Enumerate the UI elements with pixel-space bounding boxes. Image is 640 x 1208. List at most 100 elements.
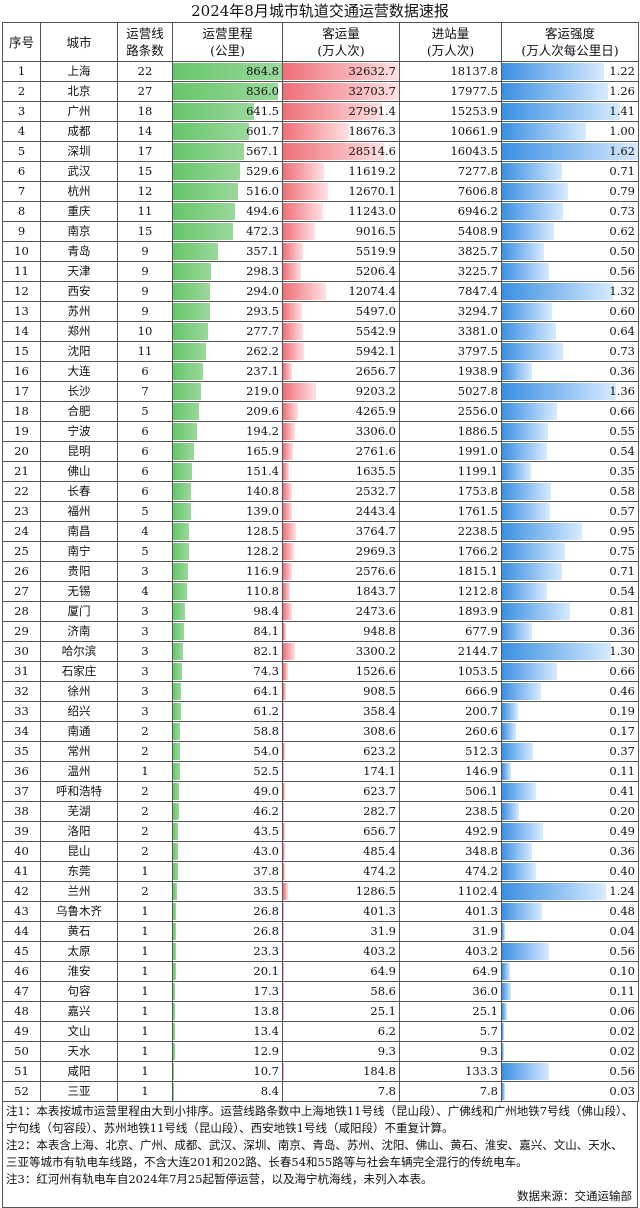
cell-intensity: 0.56: [502, 262, 639, 282]
intensity-data-bar: [502, 683, 541, 700]
volume-value: 2761.6: [356, 442, 396, 461]
mileage-data-bar: [173, 883, 177, 900]
volume-data-bar: [283, 1063, 284, 1080]
cell-entries: 512.3: [400, 742, 502, 762]
mileage-data-bar: [173, 123, 249, 140]
cell-lines: 6: [118, 362, 173, 382]
cell-volume: 908.5: [283, 682, 400, 702]
cell-volume: 12670.1: [283, 182, 400, 202]
intensity-value: 0.56: [609, 1062, 635, 1081]
mileage-value: 836.0: [246, 82, 279, 101]
cell-city: 黄石: [41, 922, 118, 942]
header-volume-line: (万人次): [283, 42, 399, 59]
intensity-value: 0.50: [609, 242, 635, 261]
cell-seq: 47: [3, 982, 41, 1002]
cell-intensity: 0.36: [502, 842, 639, 862]
cell-mileage: 26.8: [173, 902, 283, 922]
cell-mileage: 494.6: [173, 202, 283, 222]
intensity-value: 1.26: [609, 82, 635, 101]
intensity-value: 0.55: [609, 422, 635, 441]
cell-mileage: 641.5: [173, 102, 283, 122]
cell-city: 宁波: [41, 422, 118, 442]
cell-seq: 37: [3, 782, 41, 802]
mileage-data-bar: [173, 703, 181, 720]
cell-city: 福州: [41, 502, 118, 522]
intensity-data-bar: [502, 303, 552, 320]
mileage-data-bar: [173, 283, 210, 300]
cell-entries: 7606.8: [400, 182, 502, 202]
mileage-value: 13.8: [253, 1002, 279, 1021]
cell-volume: 656.7: [283, 822, 400, 842]
volume-data-bar: [283, 523, 296, 540]
cell-entries: 1053.5: [400, 662, 502, 682]
cell-lines: 1: [118, 1082, 173, 1102]
cell-city: 兰州: [41, 882, 118, 902]
cell-intensity: 0.62: [502, 222, 639, 242]
cell-lines: 1: [118, 1042, 173, 1062]
volume-data-bar: [283, 683, 286, 700]
cell-intensity: 1.41: [502, 102, 639, 122]
cell-mileage: 26.8: [173, 922, 283, 942]
data-source: 数据来源：交通运输部: [6, 1188, 634, 1205]
volume-value: 656.7: [363, 822, 396, 841]
mileage-data-bar: [173, 463, 192, 480]
cell-volume: 32632.7: [283, 62, 400, 82]
header-lines-line: 运营线: [118, 25, 172, 42]
cell-entries: 492.9: [400, 822, 502, 842]
cell-intensity: 0.11: [502, 982, 639, 1002]
volume-data-bar: [283, 443, 293, 460]
intensity-data-bar: [502, 203, 563, 220]
cell-seq: 34: [3, 722, 41, 742]
volume-data-bar: [283, 783, 285, 800]
cell-lines: 1: [118, 902, 173, 922]
cell-volume: 5542.9: [283, 322, 400, 342]
volume-value: 2969.3: [356, 542, 396, 561]
cell-mileage: 46.2: [173, 802, 283, 822]
cell-volume: 1843.7: [283, 582, 400, 602]
cell-mileage: 294.0: [173, 282, 283, 302]
cell-entries: 17977.5: [400, 82, 502, 102]
cell-mileage: 110.8: [173, 582, 283, 602]
cell-entries: 666.9: [400, 682, 502, 702]
mileage-data-bar: [173, 1003, 175, 1020]
cell-city: 昆山: [41, 842, 118, 862]
cell-volume: 9016.5: [283, 222, 400, 242]
mileage-data-bar: [173, 263, 211, 280]
intensity-data-bar: [502, 283, 613, 300]
cell-seq: 3: [3, 102, 41, 122]
mileage-value: 17.3: [253, 982, 279, 1001]
cell-city: 贵阳: [41, 562, 118, 582]
cell-mileage: 194.2: [173, 422, 283, 442]
intensity-value: 0.95: [609, 522, 635, 541]
intensity-data-bar: [502, 343, 563, 360]
cell-volume: 7.8: [283, 1082, 400, 1102]
intensity-value: 0.36: [609, 842, 635, 861]
cell-intensity: 0.10: [502, 962, 639, 982]
volume-data-bar: [283, 263, 301, 280]
cell-volume: 3300.2: [283, 642, 400, 662]
intensity-data-bar: [502, 943, 549, 960]
cell-volume: 948.8: [283, 622, 400, 642]
mileage-data-bar: [173, 723, 180, 740]
volume-value: 5542.9: [356, 322, 396, 341]
volume-value: 1635.5: [356, 462, 396, 481]
cell-intensity: 0.60: [502, 302, 639, 322]
cell-city: 南宁: [41, 542, 118, 562]
cell-volume: 282.7: [283, 802, 400, 822]
cell-intensity: 0.35: [502, 462, 639, 482]
cell-seq: 23: [3, 502, 41, 522]
cell-mileage: 82.1: [173, 642, 283, 662]
mileage-value: 567.1: [246, 142, 279, 161]
cell-intensity: 0.73: [502, 202, 639, 222]
cell-city: 济南: [41, 622, 118, 642]
volume-value: 174.1: [363, 762, 396, 781]
mileage-data-bar: [173, 503, 191, 520]
cell-entries: 1761.5: [400, 502, 502, 522]
volume-data-bar: [283, 663, 288, 680]
